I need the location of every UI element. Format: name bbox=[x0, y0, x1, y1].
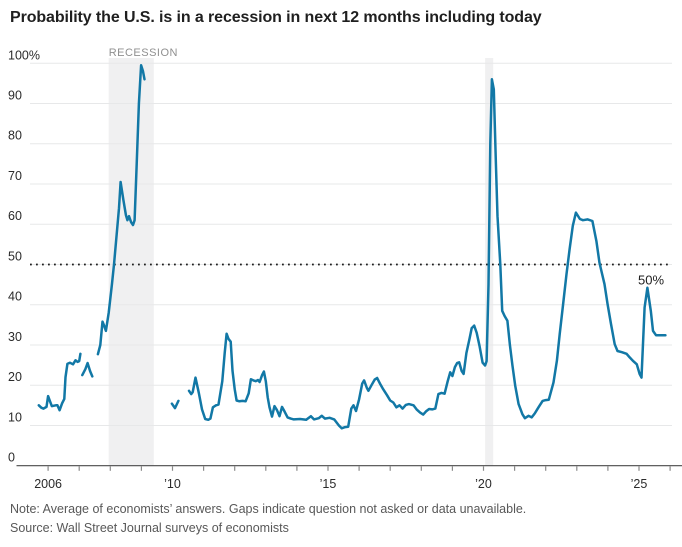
y-axis-label: 100% bbox=[8, 48, 40, 62]
fifty-percent-label: 50% bbox=[638, 273, 664, 288]
probability-line-segment bbox=[187, 78, 667, 430]
x-axis-label: ’10 bbox=[164, 477, 181, 491]
y-axis-label: 50 bbox=[8, 250, 22, 264]
y-axis-label: 0 bbox=[8, 451, 15, 465]
recession-band bbox=[108, 58, 154, 466]
probability-line-segment bbox=[81, 361, 94, 378]
x-axis-label: ’20 bbox=[475, 477, 492, 491]
probability-line-segment bbox=[96, 64, 146, 356]
y-axis-label: 60 bbox=[8, 209, 22, 223]
y-axis-label: 80 bbox=[8, 129, 22, 143]
chart-footnotes: Note: Average of economists’ answers. Ga… bbox=[10, 500, 670, 537]
chart-title: Probability the U.S. is in a recession i… bbox=[10, 9, 542, 26]
y-axis-label: 20 bbox=[8, 370, 22, 384]
probability-line-segment bbox=[37, 352, 82, 412]
y-axis-label: 90 bbox=[8, 89, 22, 103]
y-axis-label: 40 bbox=[8, 290, 22, 304]
probability-line-segment bbox=[170, 399, 180, 410]
source-text: Source: Wall Street Journal surveys of e… bbox=[10, 520, 289, 535]
x-axis-label: ’25 bbox=[631, 477, 648, 491]
y-axis-label: 10 bbox=[8, 411, 22, 425]
recession-band-label: RECESSION bbox=[109, 47, 178, 59]
x-axis-label: 2006 bbox=[34, 477, 62, 491]
note-text: Note: Average of economists’ answers. Ga… bbox=[10, 502, 527, 516]
y-axis-label: 70 bbox=[8, 169, 22, 183]
x-axis-label: ’15 bbox=[320, 477, 337, 491]
y-axis-label: 30 bbox=[8, 330, 22, 344]
